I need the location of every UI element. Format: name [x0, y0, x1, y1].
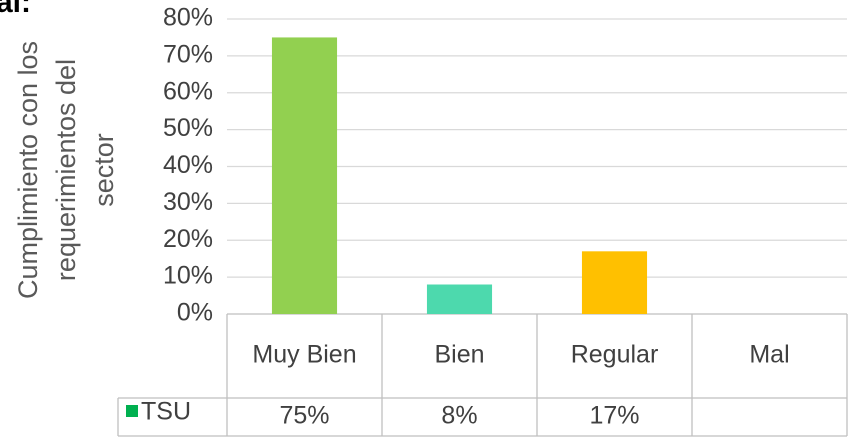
- y-tick-label: 80%: [163, 4, 213, 32]
- y-tick-label: 40%: [163, 151, 213, 179]
- legend-key: [126, 405, 138, 417]
- chart-title: al:: [0, 0, 31, 19]
- data-table-value: 75%: [279, 402, 329, 430]
- x-tick-label: Bien: [434, 341, 484, 369]
- y-axis-label: sector: [89, 133, 119, 207]
- bar: [426, 284, 493, 314]
- y-tick-label: 50%: [163, 114, 213, 142]
- bar: [271, 37, 338, 314]
- y-axis-label: requerimientos del: [51, 59, 81, 281]
- y-tick-label: 20%: [163, 225, 213, 253]
- data-table-value: 17%: [589, 402, 639, 430]
- x-tick-label: Muy Bien: [252, 341, 356, 369]
- x-tick-label: Mal: [749, 341, 789, 369]
- y-axis-label: Cumplimiento con los: [13, 41, 43, 299]
- y-tick-label: 0%: [177, 299, 213, 327]
- y-tick-label: 10%: [163, 262, 213, 290]
- x-tick-label: Regular: [571, 341, 659, 369]
- y-tick-label: 30%: [163, 188, 213, 216]
- y-tick-label: 60%: [163, 77, 213, 105]
- legend-label: TSU: [141, 398, 191, 426]
- y-tick-label: 70%: [163, 40, 213, 68]
- bar: [581, 251, 648, 314]
- data-table-value: 8%: [441, 402, 477, 430]
